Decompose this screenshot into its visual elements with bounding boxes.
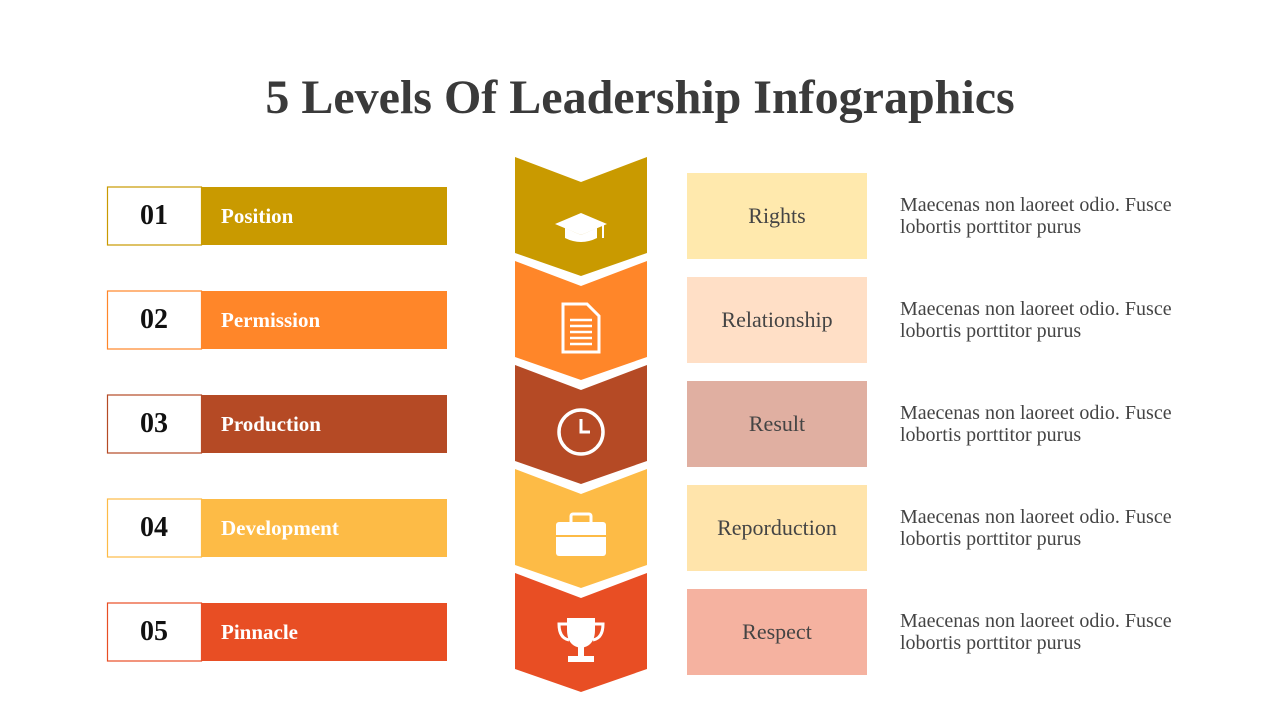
level-number: 03 [140,408,168,439]
level-icon [556,512,606,556]
number-box [106,290,203,350]
keyword-box [687,589,867,675]
icon-part [578,646,584,656]
level-number: 01 [140,200,168,231]
level-icon [555,213,607,242]
icon-part [565,228,597,242]
level-name: Development [221,515,339,540]
description: Maecenas non laoreet odio. Fusce loborti… [900,506,1172,550]
keyword-box [687,381,867,467]
level-name: Production [221,411,321,436]
title: 5 Levels Of Leadership Infographics [265,70,1015,124]
level-name: Permission [221,307,321,332]
keyword-box [687,485,867,571]
level-icon [561,302,601,354]
description: Maecenas non laoreet odio. Fusce loborti… [900,610,1172,654]
icon-part [556,522,606,556]
description: Maecenas non laoreet odio. Fusce loborti… [900,298,1172,342]
icon-part [579,419,590,434]
level-icon [557,618,605,662]
keyword: Result [748,411,806,436]
icon-part [557,408,605,456]
name-box [201,291,447,349]
keyword: Respect [742,619,812,644]
level-name: Position [221,203,294,228]
level-number: 05 [140,616,168,647]
number-box [106,498,203,558]
level-icon [557,408,605,456]
icon-part [567,618,595,648]
level-number: 02 [140,304,168,335]
level-name: Pinnacle [221,619,298,644]
keyword: Rights [748,203,806,228]
description: Maecenas non laoreet odio. Fusce loborti… [900,402,1172,446]
icon-part [561,302,601,354]
keyword: Reporduction [717,515,837,540]
icon-part [568,656,594,662]
keyword-box [687,277,867,363]
name-box [201,603,447,661]
name-box [201,395,447,453]
name-box [201,499,447,557]
description: Maecenas non laoreet odio. Fusce loborti… [900,194,1172,238]
keyword-box [687,173,867,259]
number-box [106,186,203,246]
keyword: Relationship [721,307,833,332]
level-number: 04 [140,512,168,543]
icon-part [557,622,605,642]
name-box [201,187,447,245]
